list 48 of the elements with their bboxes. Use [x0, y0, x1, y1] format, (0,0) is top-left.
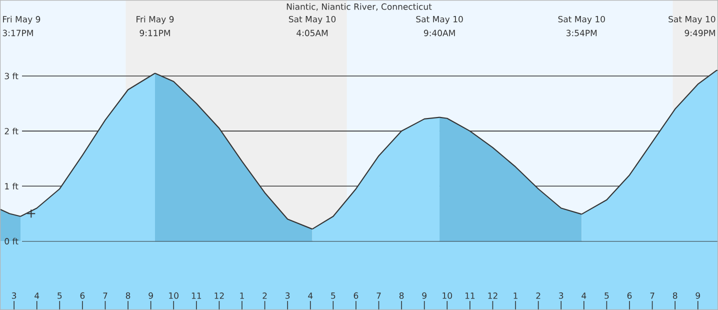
x-tick-label: 7 [103, 292, 108, 299]
x-tick-label: 6 [627, 292, 632, 299]
x-tick-label: 3 [559, 292, 564, 299]
x-tick-label: 4 [308, 292, 313, 299]
x-tick-label: 11 [465, 292, 475, 299]
x-tick-label: 9 [696, 292, 700, 299]
annotation: Sat May 10 [558, 16, 605, 24]
x-tick-label: 9 [148, 292, 153, 299]
x-tick-label: 4 [34, 292, 40, 299]
x-tick-label: 2 [262, 292, 267, 299]
x-tick-label: 9 [422, 292, 426, 299]
x-tick-label: 10 [442, 292, 452, 299]
annotation: Fri May 9 [136, 16, 174, 24]
x-tick-label: 12 [214, 292, 224, 299]
annotation: 9:49PM [684, 30, 715, 36]
x-tick-label: 8 [399, 292, 404, 299]
annotation: 3:17PM [2, 30, 33, 36]
annotation: 4:05AM [296, 30, 328, 36]
x-tick-label: 3 [286, 292, 290, 299]
x-tick-label: 8 [672, 292, 678, 299]
annotation: 9:40AM [424, 30, 455, 36]
y-tick-label: 3 ft [4, 72, 18, 80]
x-tick-label: 7 [376, 292, 381, 299]
annotation: 9:11PM [140, 30, 170, 36]
x-tick-label: 5 [604, 292, 609, 299]
y-tick-label: 2 ft [4, 128, 18, 134]
y-tick-label: 0 ft [4, 238, 18, 244]
annotation: Sat May 10 [668, 16, 716, 24]
x-tick-label: 8 [126, 292, 130, 299]
x-tick-label: 6 [80, 292, 85, 299]
x-tick-label: 2 [536, 292, 540, 299]
x-tick-label: 12 [488, 292, 498, 299]
x-tick-label: 10 [169, 292, 178, 299]
x-tick-label: 5 [331, 292, 336, 299]
annotation: Sat May 10 [288, 16, 336, 24]
x-tick-label: 6 [354, 292, 358, 299]
annotation: 3:54PM [566, 30, 597, 36]
annotation: Fri May 9 [3, 16, 40, 24]
annotation: Sat May 10 [416, 16, 463, 24]
x-tick-label: 1 [240, 292, 244, 299]
x-tick-label: 4 [582, 292, 586, 299]
x-tick-label: 5 [58, 292, 62, 299]
x-tick-label: 11 [192, 292, 202, 299]
x-tick-label: 7 [650, 292, 654, 299]
y-tick-label: 1 ft [5, 182, 18, 190]
chart-title: Niantic, Niantic River, Connecticut [286, 3, 432, 11]
x-tick-label: 1 [514, 292, 518, 299]
x-tick-label: 3 [12, 292, 16, 299]
